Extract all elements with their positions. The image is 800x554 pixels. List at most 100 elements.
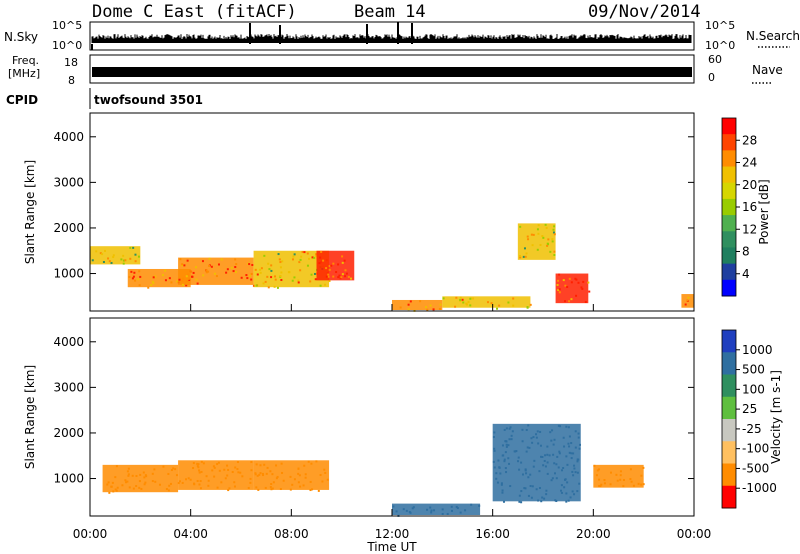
heatmap-cell — [335, 271, 337, 273]
nsky-label: N.Sky — [4, 30, 38, 44]
heatmap-cell — [299, 474, 301, 476]
heatmap-cell — [549, 251, 551, 253]
heatmap-cell — [279, 261, 281, 263]
heatmap-cell — [563, 437, 565, 439]
heatmap-cell — [549, 454, 551, 456]
heatmap-cell — [556, 477, 558, 479]
heatmap-cell — [537, 500, 539, 502]
heatmap-cell — [302, 251, 304, 253]
heatmap-cell — [122, 255, 124, 257]
velocity-ylabel: Slant Range [km] — [23, 365, 37, 469]
heatmap-cell — [280, 266, 282, 268]
heatmap-cell — [544, 454, 546, 456]
heatmap-cell — [113, 254, 115, 256]
heatmap-cell — [270, 486, 272, 488]
colorbar-segment — [722, 352, 736, 375]
heatmap-cell — [541, 235, 543, 237]
heatmap-cell — [237, 461, 239, 463]
heatmap-cell — [95, 250, 97, 252]
nsky-tick-bottom: 10^0 — [52, 39, 82, 52]
heatmap-cell — [610, 472, 612, 474]
heatmap-cell — [310, 481, 312, 483]
heatmap-cell — [179, 480, 181, 482]
heatmap-cell — [292, 280, 294, 282]
heatmap-cell — [408, 304, 410, 306]
heatmap-cell — [505, 467, 507, 469]
heatmap-cell — [504, 429, 506, 431]
heatmap-cell — [202, 274, 204, 276]
heatmap-cell — [143, 476, 145, 478]
heatmap-cell — [342, 262, 344, 264]
heatmap-cell — [539, 431, 541, 433]
heatmap-cell — [292, 258, 294, 260]
heatmap-cell — [220, 481, 222, 483]
heatmap-cell — [518, 501, 520, 503]
colorbar-segment — [722, 375, 736, 398]
heatmap-cell — [531, 234, 533, 236]
x-tick-label: 12:00 — [375, 527, 410, 541]
heatmap-cell — [326, 276, 328, 278]
heatmap-cell — [497, 460, 499, 462]
heatmap-cell — [512, 298, 514, 300]
heatmap-cell — [197, 283, 199, 285]
heatmap-cell — [536, 437, 538, 439]
heatmap-cell — [250, 279, 252, 281]
heatmap-cell — [410, 300, 412, 302]
heatmap-cell — [561, 492, 563, 494]
heatmap-cell — [202, 260, 204, 262]
heatmap-cell — [459, 299, 461, 301]
power-ylabel: Slant Range [km] — [23, 160, 37, 264]
heatmap-cell — [117, 487, 119, 489]
heatmap-cell — [250, 469, 252, 471]
heatmap-cell — [686, 299, 688, 301]
heatmap-cell — [565, 426, 567, 428]
heatmap-cell — [555, 500, 557, 502]
heatmap-cell — [137, 278, 139, 280]
heatmap-cell — [494, 450, 496, 452]
heatmap-cell — [541, 497, 543, 499]
heatmap-cell — [493, 431, 495, 433]
heatmap-cell — [567, 443, 569, 445]
heatmap-cell — [576, 460, 578, 462]
heatmap-cell — [187, 260, 189, 262]
heatmap-cell — [545, 465, 547, 467]
heatmap-cell — [685, 304, 687, 306]
heatmap-cell — [198, 483, 200, 485]
beam-label: Beam 14 — [354, 2, 426, 22]
heatmap-cell — [309, 489, 311, 491]
heatmap-cell — [174, 468, 176, 470]
heatmap-cell — [579, 444, 581, 446]
heatmap-cell — [191, 276, 193, 278]
heatmap-cell — [152, 281, 154, 283]
heatmap-cell — [250, 478, 252, 480]
heatmap-cell — [166, 488, 168, 490]
heatmap-cell — [527, 238, 529, 240]
heatmap-cell — [537, 249, 539, 251]
heatmap-cell — [133, 488, 135, 490]
heatmap-cell — [522, 473, 524, 475]
heatmap-cell — [561, 484, 563, 486]
heatmap-cell — [299, 486, 301, 488]
heatmap-cell — [530, 437, 532, 439]
heatmap-cell — [578, 437, 580, 439]
colorbar-tick-label: 100 — [742, 382, 765, 396]
heatmap-cell — [234, 466, 236, 468]
heatmap-cell — [610, 483, 612, 485]
heatmap-cell — [412, 507, 414, 509]
heatmap-cell — [617, 480, 619, 482]
heatmap-cell — [506, 446, 508, 448]
heatmap-cell — [124, 259, 126, 261]
heatmap-cell — [197, 466, 199, 468]
heatmap-cell — [509, 428, 511, 430]
heatmap-cell — [433, 509, 435, 511]
heatmap-cell — [579, 448, 581, 450]
heatmap-cell — [537, 228, 539, 230]
heatmap-cell — [565, 455, 567, 457]
colorbar-tick-label: 16 — [742, 200, 757, 214]
heatmap-cell — [451, 510, 453, 512]
heatmap-cell — [501, 492, 503, 494]
heatmap-cell — [493, 436, 495, 438]
heatmap-cell — [598, 479, 600, 481]
heatmap-cell — [337, 263, 339, 265]
heatmap-cell — [307, 252, 309, 254]
